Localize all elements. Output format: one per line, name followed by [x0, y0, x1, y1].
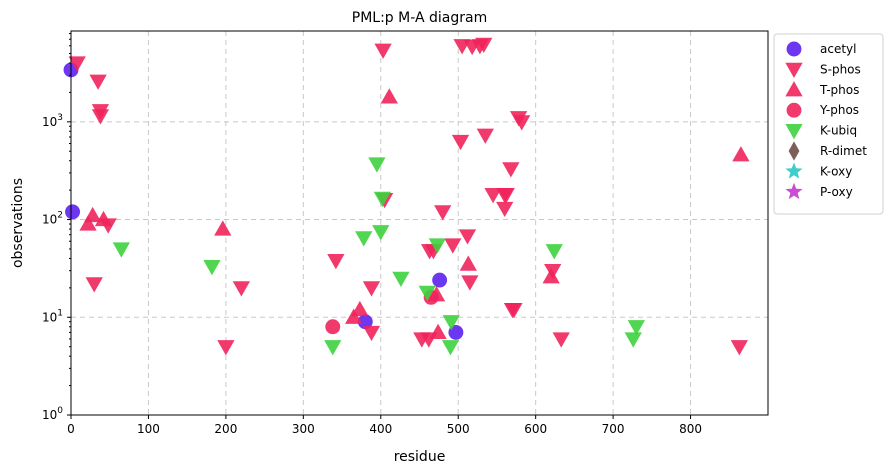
point-s-phos: [476, 128, 494, 144]
point-s-phos: [484, 188, 502, 204]
point-t-phos: [84, 206, 102, 223]
point-t-phos: [459, 255, 477, 271]
point-acetyl: [65, 204, 80, 220]
point-s-phos: [232, 281, 251, 297]
legend: acetyl S-phos T-phos Y-phos K-ubiq R-dimet K-o…: [773, 33, 884, 215]
point-s-phos: [730, 340, 748, 356]
x-tick-label: 100: [137, 422, 160, 436]
point-t-phos: [94, 210, 113, 227]
x-tick-label: 500: [447, 422, 470, 436]
legend-label-k-oxy: K-oxy: [820, 164, 852, 178]
point-k-ubiq: [324, 340, 342, 356]
x-axis-label: residue: [394, 449, 446, 465]
point-s-phos: [496, 201, 514, 218]
point-s-phos: [444, 238, 462, 254]
x-tick-label: 600: [524, 422, 547, 436]
point-s-phos: [85, 277, 103, 293]
point-s-phos: [374, 43, 392, 59]
point-k-ubiq: [372, 225, 390, 241]
point-t-phos: [732, 146, 750, 162]
legend-label-s-phos: S-phos: [820, 62, 861, 76]
x-tick-label: 700: [602, 422, 625, 436]
point-k-ubiq: [428, 238, 446, 254]
point-t-phos: [345, 308, 363, 324]
point-k-ubiq: [392, 271, 410, 288]
point-s-phos: [502, 162, 520, 178]
point-s-phos: [513, 115, 531, 131]
y-tick-label: 100: [42, 406, 63, 422]
point-y-phos: [325, 319, 341, 335]
point-acetyl: [357, 314, 373, 330]
point-t-phos: [351, 300, 369, 317]
point-acetyl: [432, 272, 448, 288]
point-k-ubiq: [624, 332, 642, 348]
point-k-ubiq: [112, 242, 130, 258]
plot-frame: [70, 30, 769, 416]
point-t-phos: [429, 323, 447, 340]
x-tick-label: 200: [214, 422, 237, 436]
y-tick-label: 101: [42, 308, 63, 324]
point-k-ubiq: [442, 315, 460, 331]
point-s-phos: [451, 134, 470, 151]
legend-marker-acetyl: [786, 41, 802, 57]
x-axis-ticks: 0 100 200 300 400 500 600 700 800: [67, 415, 702, 436]
point-s-phos: [91, 109, 110, 125]
point-s-phos: [217, 340, 235, 356]
x-tick-label: 800: [679, 422, 702, 436]
legend-marker-t-phos: [785, 81, 803, 97]
x-tick-label: 0: [67, 422, 75, 436]
legend-marker-s-phos: [785, 62, 803, 79]
legend-marker-k-ubiq: [785, 124, 803, 140]
grid: [71, 31, 768, 415]
y-tick-label: 102: [42, 211, 63, 227]
point-s-phos: [327, 254, 345, 270]
point-t-phos: [542, 268, 560, 284]
point-k-ubiq: [203, 260, 221, 276]
legend-marker-r-dimet: [788, 141, 800, 161]
point-k-ubiq: [373, 191, 391, 207]
legend-label-r-dimet: R-dimet: [820, 144, 867, 158]
point-k-ubiq: [418, 285, 436, 301]
legend-marker-k-oxy: [785, 162, 803, 179]
point-k-ubiq: [355, 231, 373, 247]
y-tick-label: 103: [42, 113, 63, 129]
legend-marker-y-phos: [786, 102, 802, 118]
legend-label-t-phos: T-phos: [819, 83, 859, 97]
point-s-phos: [434, 205, 452, 221]
y-axis-label: observations: [10, 178, 26, 268]
legend-label-y-phos: Y-phos: [819, 103, 859, 117]
point-k-ubiq: [368, 157, 386, 173]
chart-title: PML:p M-A diagram: [352, 10, 487, 26]
point-t-phos: [380, 88, 398, 104]
data-points: [63, 37, 750, 356]
y-axis-ticks: 100 101 102 103: [42, 33, 71, 422]
point-s-phos: [497, 188, 515, 204]
x-tick-label: 300: [292, 422, 315, 436]
point-s-phos: [475, 37, 493, 54]
point-s-phos: [89, 74, 107, 90]
legend-marker-p-oxy: [785, 182, 803, 200]
legend-label-k-ubiq: K-ubiq: [820, 124, 857, 138]
point-k-ubiq: [545, 244, 563, 260]
point-s-phos: [505, 302, 523, 319]
point-k-ubiq: [627, 320, 645, 336]
point-t-phos: [79, 215, 97, 231]
x-tick-label: 400: [369, 422, 392, 436]
point-s-phos: [362, 325, 381, 342]
point-s-phos: [68, 56, 86, 72]
point-s-phos: [552, 332, 570, 348]
point-s-phos: [362, 281, 381, 297]
point-s-phos: [461, 275, 479, 291]
legend-label-p-oxy: P-oxy: [820, 185, 853, 199]
legend-label-acetyl: acetyl: [820, 42, 856, 56]
point-k-ubiq: [441, 340, 460, 356]
point-t-phos: [214, 220, 232, 236]
point-s-phos: [458, 229, 477, 245]
